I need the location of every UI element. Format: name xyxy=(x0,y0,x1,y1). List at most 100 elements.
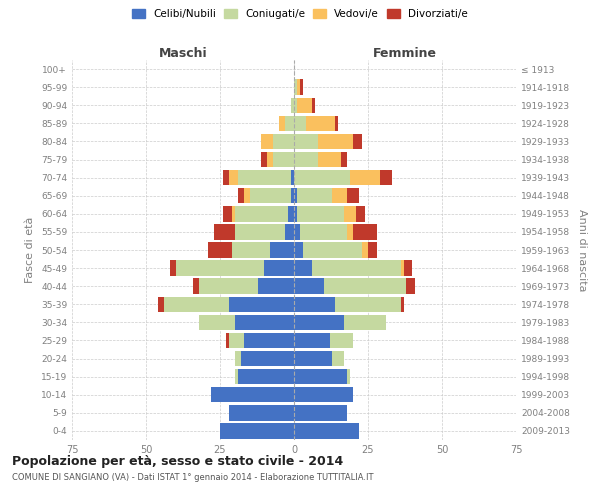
Bar xyxy=(238,170,291,186)
Bar xyxy=(294,170,350,186)
Bar xyxy=(317,134,353,149)
Bar xyxy=(238,369,294,384)
Bar xyxy=(193,278,199,294)
Bar xyxy=(223,206,232,222)
Bar xyxy=(317,152,341,167)
Bar xyxy=(294,98,297,113)
Bar xyxy=(368,242,377,258)
Bar xyxy=(294,387,353,402)
Bar xyxy=(220,424,294,438)
Bar xyxy=(297,188,332,204)
Bar xyxy=(268,152,273,167)
Bar xyxy=(273,152,294,167)
Bar xyxy=(353,134,362,149)
Bar xyxy=(362,242,368,258)
Bar xyxy=(294,242,303,258)
Bar xyxy=(297,98,312,113)
Bar xyxy=(294,188,297,204)
Bar xyxy=(229,405,294,420)
Bar xyxy=(232,242,271,258)
Bar xyxy=(235,224,285,240)
Bar xyxy=(300,224,347,240)
Bar xyxy=(323,278,406,294)
Bar xyxy=(300,80,303,95)
Bar xyxy=(335,296,401,312)
Bar xyxy=(229,170,238,186)
Bar xyxy=(356,206,365,222)
Bar xyxy=(199,278,259,294)
Bar xyxy=(353,224,377,240)
Bar xyxy=(335,116,338,131)
Bar xyxy=(294,333,329,348)
Bar xyxy=(347,188,359,204)
Bar xyxy=(294,424,359,438)
Bar xyxy=(406,278,415,294)
Bar xyxy=(211,387,294,402)
Bar xyxy=(341,152,347,167)
Text: COMUNE DI SANGIANO (VA) - Dati ISTAT 1° gennaio 2014 - Elaborazione TUTTITALIA.I: COMUNE DI SANGIANO (VA) - Dati ISTAT 1° … xyxy=(12,472,373,482)
Bar xyxy=(229,296,294,312)
Bar xyxy=(158,296,164,312)
Bar xyxy=(312,98,315,113)
Bar xyxy=(380,170,392,186)
Bar xyxy=(250,188,291,204)
Bar xyxy=(329,333,353,348)
Bar xyxy=(294,369,347,384)
Bar xyxy=(235,314,294,330)
Bar xyxy=(279,116,285,131)
Bar xyxy=(285,116,294,131)
Bar xyxy=(350,170,380,186)
Bar xyxy=(288,206,294,222)
Bar xyxy=(271,242,294,258)
Bar xyxy=(344,314,386,330)
Bar xyxy=(265,260,294,276)
Text: Femmine: Femmine xyxy=(373,47,437,60)
Bar xyxy=(226,333,229,348)
Bar xyxy=(291,188,294,204)
Bar xyxy=(291,170,294,186)
Bar xyxy=(294,152,317,167)
Bar xyxy=(294,134,317,149)
Bar xyxy=(294,116,306,131)
Bar xyxy=(291,98,294,113)
Bar xyxy=(294,224,300,240)
Bar xyxy=(241,351,294,366)
Bar xyxy=(273,134,294,149)
Bar xyxy=(244,188,250,204)
Bar xyxy=(347,224,353,240)
Bar xyxy=(235,369,238,384)
Bar xyxy=(332,351,344,366)
Bar xyxy=(262,152,268,167)
Text: Popolazione per età, sesso e stato civile - 2014: Popolazione per età, sesso e stato civil… xyxy=(12,455,343,468)
Bar xyxy=(294,405,347,420)
Bar xyxy=(294,296,335,312)
Bar xyxy=(303,242,362,258)
Bar xyxy=(238,188,244,204)
Bar xyxy=(176,260,265,276)
Y-axis label: Anni di nascita: Anni di nascita xyxy=(577,209,587,291)
Bar xyxy=(262,134,273,149)
Bar xyxy=(332,188,347,204)
Bar xyxy=(294,80,297,95)
Bar xyxy=(259,278,294,294)
Bar xyxy=(404,260,412,276)
Bar xyxy=(223,170,229,186)
Bar xyxy=(297,206,344,222)
Bar xyxy=(229,333,244,348)
Bar xyxy=(214,224,235,240)
Bar xyxy=(235,351,241,366)
Bar xyxy=(401,296,404,312)
Bar xyxy=(294,206,297,222)
Bar xyxy=(294,314,344,330)
Bar xyxy=(294,278,323,294)
Bar xyxy=(294,351,332,366)
Bar xyxy=(347,369,350,384)
Bar xyxy=(232,206,235,222)
Bar xyxy=(164,296,229,312)
Bar xyxy=(199,314,235,330)
Bar xyxy=(208,242,232,258)
Bar xyxy=(294,260,312,276)
Bar xyxy=(344,206,356,222)
Bar xyxy=(297,80,300,95)
Bar xyxy=(170,260,176,276)
